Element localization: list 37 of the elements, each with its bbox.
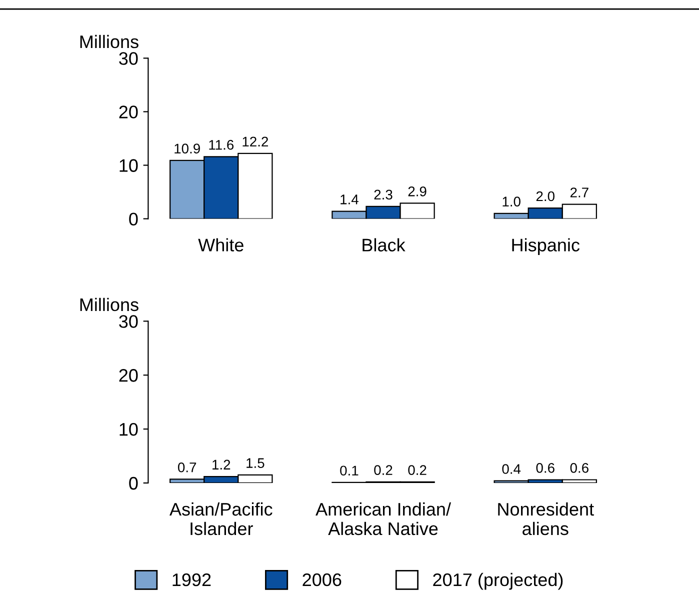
data-label: 2.7 [570,188,588,198]
data-label: 1.5 [246,458,264,468]
data-label: 2.0 [536,191,554,202]
legend-label: 2017 (projected) [433,572,563,590]
y-tick-label: 10 [120,422,138,436]
data-label: 0.6 [536,463,554,473]
y-axis-title: Millions [80,298,138,312]
data-label: 0.2 [408,465,426,475]
legend-label: 2006 [302,573,342,586]
data-label: 0.1 [340,466,358,476]
data-label: 1.4 [340,194,358,204]
x-tick-label: Hispanic [512,238,580,256]
legend-label: 1992 [172,573,211,586]
y-tick-label: 10 [120,159,138,172]
y-tick-label: 20 [119,106,138,118]
x-tick-label: Nonresident aliens [498,502,594,536]
data-label: 0.2 [374,465,392,475]
data-label: 11.6 [209,140,234,150]
x-tick-label: Asian/Pacific Islander [170,502,272,536]
data-label: 12.2 [242,136,268,146]
data-label: 1.2 [212,460,230,470]
x-tick-label: White [198,238,244,252]
y-tick-label: 0 [129,212,138,226]
y-tick-label: 30 [119,315,138,328]
data-label: 2.9 [408,186,426,196]
y-tick-label: 30 [119,52,138,65]
data-label: 0.6 [570,463,588,473]
x-tick-label: Black [362,238,406,252]
data-label: 1.0 [502,196,520,206]
data-label: 2.3 [374,190,392,200]
y-tick-label: 0 [129,476,138,490]
x-tick-label: American Indian/ Alaska Native [316,502,452,536]
data-label: 0.4 [502,464,521,474]
y-axis-title: Millions [80,34,138,48]
data-label: 0.7 [178,462,196,472]
data-label: 10.9 [174,144,200,154]
y-tick-label: 20 [119,369,138,382]
